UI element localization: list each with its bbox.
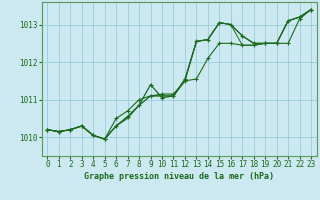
X-axis label: Graphe pression niveau de la mer (hPa): Graphe pression niveau de la mer (hPa): [84, 172, 274, 181]
